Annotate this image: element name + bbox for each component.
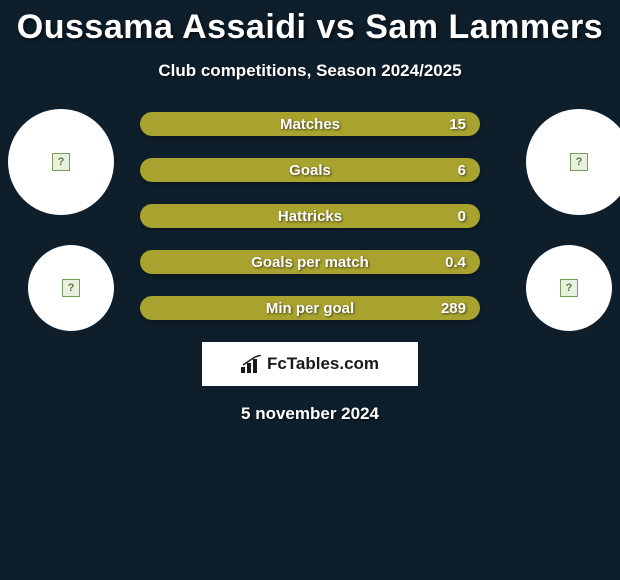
stat-label: Min per goal xyxy=(266,300,354,317)
brand-text: FcTables.com xyxy=(267,354,379,374)
image-placeholder-icon: ? xyxy=(560,279,578,297)
image-placeholder-icon: ? xyxy=(62,279,80,297)
stat-bar-min-per-goal: Min per goal 289 xyxy=(140,296,480,320)
stats-list: Matches 15 Goals 6 Hattricks 0 Goals per… xyxy=(140,109,480,320)
stat-bar-goals-per-match: Goals per match 0.4 xyxy=(140,250,480,274)
image-placeholder-icon: ? xyxy=(570,153,588,171)
stat-bar-goals: Goals 6 xyxy=(140,158,480,182)
player1-club-logo: ? xyxy=(28,245,114,331)
player1-avatar: ? xyxy=(8,109,114,215)
bars-icon xyxy=(241,355,263,373)
date-text: 5 november 2024 xyxy=(0,404,620,424)
stat-value: 0.4 xyxy=(445,254,466,271)
page-subtitle: Club competitions, Season 2024/2025 xyxy=(0,61,620,81)
stat-label: Goals per match xyxy=(251,254,369,271)
stat-value: 6 xyxy=(458,162,466,179)
image-placeholder-icon: ? xyxy=(52,153,70,171)
stat-value: 289 xyxy=(441,300,466,317)
comparison-content: ? ? ? ? Matches 15 Goals 6 Hattricks 0 G… xyxy=(0,109,620,424)
stat-bar-hattricks: Hattricks 0 xyxy=(140,204,480,228)
player2-club-logo: ? xyxy=(526,245,612,331)
stat-label: Matches xyxy=(280,116,340,133)
player2-avatar: ? xyxy=(526,109,620,215)
brand-footer: FcTables.com xyxy=(202,342,418,386)
stat-value: 0 xyxy=(458,208,466,225)
stat-label: Hattricks xyxy=(278,208,342,225)
stat-bar-matches: Matches 15 xyxy=(140,112,480,136)
page-title: Oussama Assaidi vs Sam Lammers xyxy=(0,0,620,47)
stat-label: Goals xyxy=(289,162,331,179)
brand-logo: FcTables.com xyxy=(241,354,379,374)
stat-value: 15 xyxy=(449,116,466,133)
